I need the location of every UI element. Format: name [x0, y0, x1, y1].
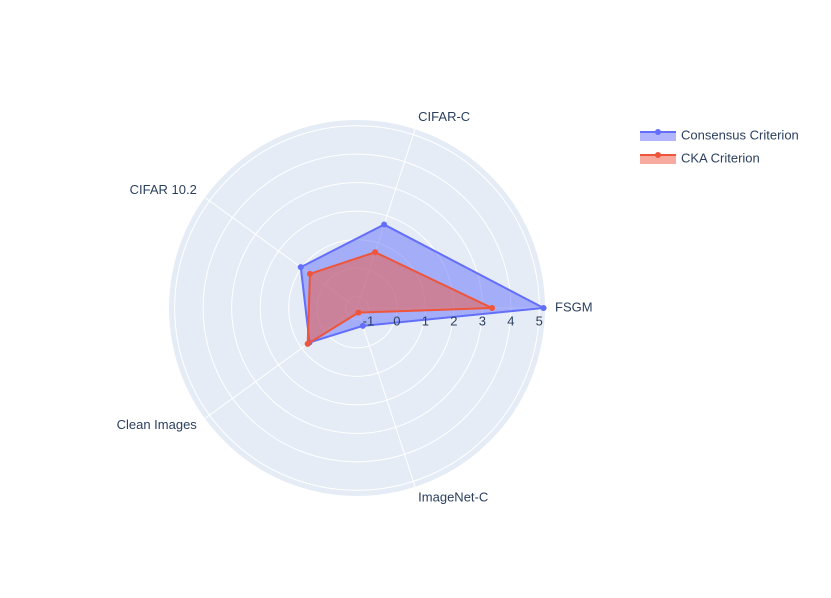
category-label: ImageNet-C — [418, 490, 488, 505]
category-label: Clean Images — [117, 417, 198, 432]
point — [381, 221, 388, 228]
radial-tick-label: 2 — [450, 313, 457, 328]
point — [297, 264, 304, 271]
radial-tick-label: 4 — [507, 313, 514, 328]
radial-tick-label: 0 — [393, 313, 400, 328]
legend-swatch — [640, 131, 676, 141]
category-label: FSGM — [555, 299, 593, 314]
legend-label: Consensus Criterion — [681, 127, 799, 142]
category-label: CIFAR 10.2 — [130, 182, 197, 197]
radial-tick-label: 1 — [422, 313, 429, 328]
category-label: CIFAR-C — [418, 109, 470, 124]
legend-marker — [655, 129, 661, 135]
point — [306, 270, 313, 277]
point — [304, 340, 311, 347]
point — [489, 305, 496, 311]
point — [372, 249, 379, 256]
point — [359, 322, 366, 329]
legend-label: CKA Criterion — [681, 150, 760, 165]
radial-tick-label: 5 — [536, 313, 543, 328]
point — [540, 305, 547, 311]
radial-tick-label: -1 — [363, 313, 375, 328]
angular-grid-line — [356, 307, 416, 487]
point — [355, 309, 362, 316]
legend-swatch — [640, 154, 676, 164]
legend-marker — [655, 152, 661, 158]
radial-tick-label: 3 — [479, 313, 486, 328]
series-area — [306, 251, 493, 346]
